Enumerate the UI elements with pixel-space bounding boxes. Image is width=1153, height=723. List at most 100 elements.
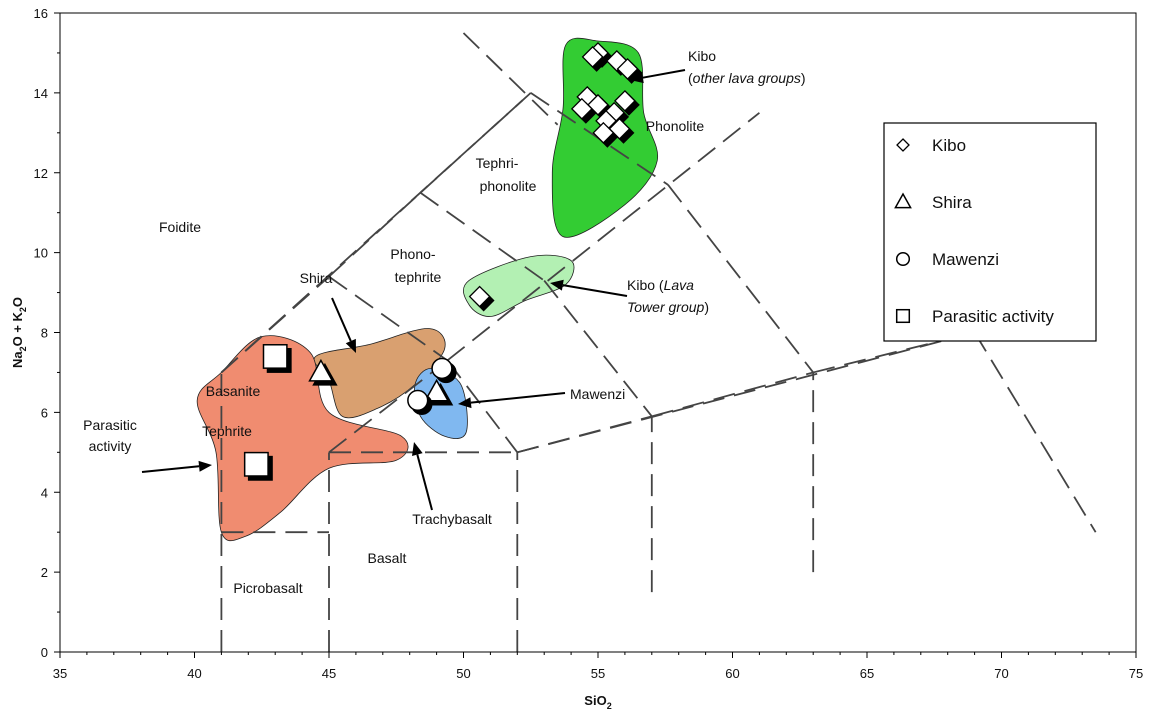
circle-marker-shape (895, 251, 911, 267)
tas-boundary-10 (446, 359, 519, 453)
legend-circle-icon (895, 251, 911, 267)
legend-diamond-icon (896, 138, 910, 152)
y-tick-label: 12 (34, 166, 48, 181)
tas-boundary-18 (446, 112, 760, 362)
annot-mawenzi: Mawenzi (570, 386, 625, 402)
arrow-mawenzi (458, 392, 566, 409)
y-axis-title: Na2O + K2O (10, 297, 28, 368)
y-tick-label: 14 (34, 86, 48, 101)
annot-shira: Shira (300, 270, 333, 286)
tas-boundary-11 (328, 275, 448, 362)
data-point-square-3-0 (262, 344, 292, 373)
arrow-shira (331, 297, 356, 353)
arrow-shira-shaft (331, 297, 352, 342)
arrow-parasitic-head (198, 460, 212, 472)
field-label-picrobasalt: Picrobasalt (233, 580, 302, 596)
y-tick-label: 0 (41, 645, 48, 660)
triangle-marker-shape (894, 192, 912, 209)
tas-boundary-17 (667, 184, 814, 373)
diamond-marker-shape (581, 46, 604, 68)
legend-label-square: Parasitic activity (932, 307, 1054, 326)
annot-paren-close: ) (801, 70, 806, 86)
annot-parasitic-2: activity (89, 438, 132, 454)
annot-trachybasalt: Trachybasalt (412, 511, 492, 527)
arrow-kibo-lava-tower-head (550, 279, 564, 291)
data-point-circle-2-1 (407, 389, 433, 416)
tas-boundary-22 (419, 92, 532, 194)
y-axis-title-part: Na (10, 351, 25, 368)
data-point-diamond-0-11 (570, 97, 597, 124)
circle-marker-shape (407, 389, 429, 412)
y-axis-title-part: O (10, 297, 25, 307)
triangle-marker-shape (308, 358, 334, 382)
arrow-parasitic-shaft (141, 465, 200, 473)
diamond-marker-shape (613, 89, 636, 112)
diamond-marker-shape (605, 50, 628, 72)
arrow-kibo-lava-tower (550, 279, 628, 297)
arrow-mawenzi-shaft (470, 392, 566, 404)
field-label-tephri: Tephri- (476, 155, 519, 171)
data-point-triangle-1-0 (308, 358, 338, 386)
legend-box (883, 122, 1097, 342)
field-label-phonolite-part: phonolite (480, 178, 537, 194)
annot-kibo-other-italic: other lava groups (693, 70, 801, 86)
field-label-basalt: Basalt (368, 550, 407, 566)
annot-paren-open: ( (688, 70, 693, 86)
parasitic-region (196, 335, 409, 542)
legend-label-diamond: Kibo (932, 136, 966, 155)
y-tick-label: 2 (41, 565, 48, 580)
annot-kibo-lava-italic: Lava (664, 277, 695, 293)
tas-boundary-24 (973, 332, 1097, 533)
data-point-square-3-1 (243, 451, 273, 481)
data-point-diamond-0-6 (613, 89, 640, 116)
x-tick-label: 60 (725, 666, 739, 681)
x-tick-label: 40 (187, 666, 201, 681)
data-point-triangle-1-1 (423, 378, 454, 406)
annot-kibo-other-1: Kibo (688, 48, 716, 64)
annot-kibo-lava-close: ) (704, 299, 709, 315)
tas-boundary-14 (517, 415, 653, 454)
field-label-phono: Phono- (390, 246, 435, 262)
x-tick-label: 65 (860, 666, 874, 681)
annot-kibo-lava-1: Kibo (Lava (627, 277, 694, 293)
data-point-circle-2-0 (431, 357, 457, 384)
legend-triangle-icon (894, 192, 912, 209)
x-tick-label: 35 (53, 666, 67, 681)
x-axis-title-sub: 2 (607, 701, 612, 711)
circle-marker-shape (431, 357, 453, 380)
y-tick-label: 8 (41, 326, 48, 341)
tas-boundary-16 (543, 280, 653, 417)
x-tick-label: 70 (994, 666, 1008, 681)
tas-boundary-23 (462, 32, 559, 126)
annot-kibo-lava-italic-2: Tower group (627, 299, 705, 315)
legend-label-triangle: Shira (932, 193, 972, 212)
triangle-marker-shape (423, 378, 450, 402)
y-axis-title-part: 2 (18, 307, 28, 312)
data-point-diamond-0-12 (468, 285, 495, 312)
square-marker-shape (895, 308, 911, 324)
x-tick-label: 55 (591, 666, 605, 681)
x-tick-label: 45 (322, 666, 336, 681)
y-tick-label: 6 (41, 405, 48, 420)
data-point-diamond-0-3 (581, 46, 608, 72)
field-label-tephrite-part: tephrite (395, 269, 442, 285)
arrow-trachybasalt (412, 442, 433, 511)
diamond-marker-shape (570, 97, 593, 120)
tas-boundary-3 (328, 359, 448, 454)
tas-boundary-21 (328, 192, 422, 278)
diamond-marker-shape (468, 285, 491, 308)
annot-kibo-other-2: (other lava groups) (688, 70, 806, 86)
annot-parasitic-1: Parasitic (83, 417, 137, 433)
legend-square-icon (895, 308, 911, 324)
x-axis-title: SiO2 (584, 693, 611, 711)
y-tick-label: 4 (41, 485, 48, 500)
arrow-mawenzi-head (458, 397, 472, 409)
y-tick-label: 10 (34, 246, 48, 261)
tas-boundary-12 (419, 191, 545, 282)
arrow-parasitic (141, 460, 212, 473)
arrow-trachybasalt-shaft (416, 454, 433, 511)
legend-label-circle: Mawenzi (932, 250, 999, 269)
arrow-kibo-lava-tower-shaft (562, 284, 628, 297)
